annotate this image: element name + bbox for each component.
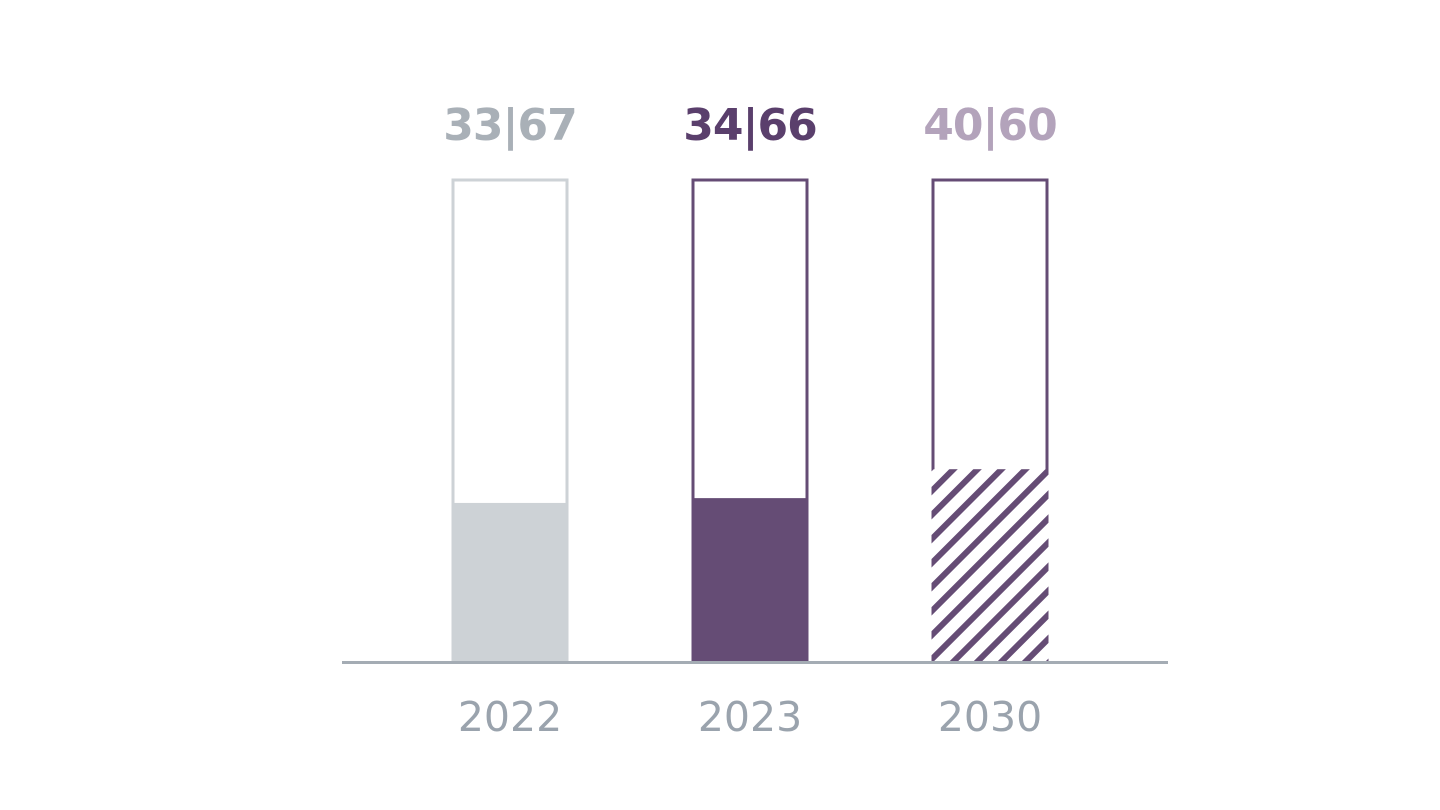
bar-group-2022 [451, 178, 569, 664]
bar-fill-2030 [931, 469, 1049, 662]
category-label-2022: 2022 [458, 693, 562, 741]
value-label-2023: 34|66 [683, 100, 817, 151]
value-label-2030: 40|60 [923, 100, 1057, 151]
value-label-2022: 33|67 [443, 100, 577, 151]
bar-fill-2022 [451, 502, 569, 662]
bar-group-2030 [931, 178, 1049, 664]
bars-layer [451, 178, 1049, 664]
category-label-2023: 2023 [698, 693, 802, 741]
labels-layer: 33|67 2022 34|66 2023 40|60 2030 [443, 100, 1058, 741]
bar-fill-2023 [691, 498, 809, 662]
bar-group-2023 [691, 178, 809, 664]
category-label-2030: 2030 [938, 693, 1042, 741]
